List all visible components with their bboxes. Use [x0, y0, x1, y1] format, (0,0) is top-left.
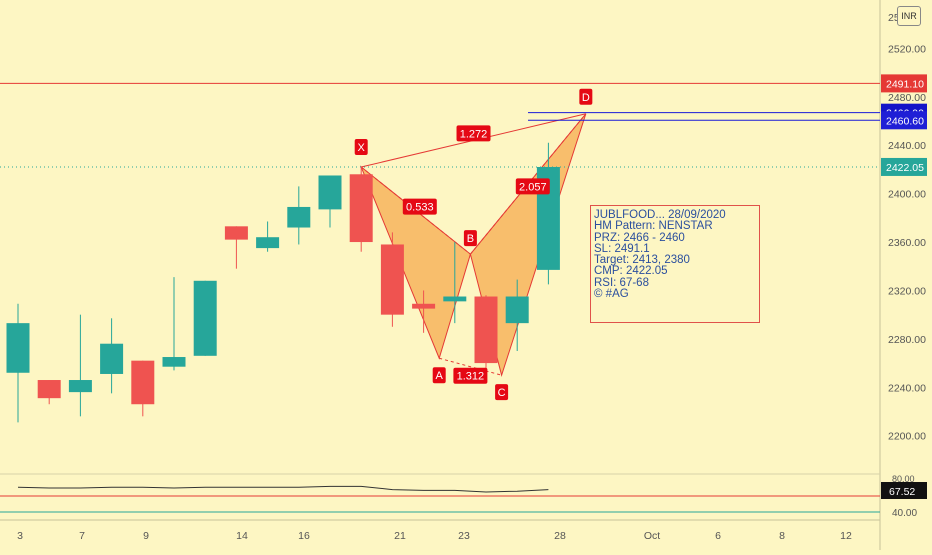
y-tick-label-partial: 25 — [888, 12, 900, 24]
price-tag-0: 2491.10 — [886, 78, 924, 90]
x-tick-label-7: 28 — [554, 530, 566, 542]
candle-body-4 — [131, 360, 155, 405]
info-line-target: Target: 2413, 2380 — [594, 254, 690, 267]
candle-body-1 — [37, 380, 61, 399]
x-tick-label-6: 23 — [458, 530, 470, 542]
y-tick-label-0: 2200.00 — [888, 431, 926, 443]
point-label-c-box — [495, 384, 509, 401]
candle-body-10 — [318, 175, 342, 210]
candle-body-6 — [193, 280, 217, 356]
x-tick-label-5: 21 — [394, 530, 406, 542]
price-tag-box-0 — [881, 74, 927, 93]
x-tick-label-10: 8 — [779, 530, 785, 542]
point-label-b-group: B — [463, 230, 477, 247]
rsi-level-label: 40.00 — [892, 508, 917, 519]
y-tick-label-2: 2280.00 — [888, 334, 926, 346]
x-tick-label-9: 6 — [715, 530, 721, 542]
x-tick-label-2: 9 — [143, 530, 149, 542]
candle-body-14 — [443, 296, 467, 302]
rsi-tag-box — [881, 482, 927, 499]
y-tick-label-5: 2400.00 — [888, 189, 926, 201]
point-label-x-group: X — [354, 139, 368, 156]
info-line-sl: SL: 2491.1 — [594, 242, 650, 255]
ratio-label-xd-box — [456, 125, 491, 142]
pattern-line-xb — [360, 166, 471, 255]
candle-body-8 — [256, 237, 280, 249]
candle-body-3 — [100, 343, 124, 374]
x-tick-label-11: 12 — [840, 530, 852, 542]
ratio-label-bd-box — [515, 178, 550, 195]
price-tag-box-3 — [881, 157, 927, 176]
candle-body-12 — [380, 244, 404, 315]
candle-body-13 — [412, 303, 436, 309]
candle-body-16 — [505, 296, 529, 324]
y-tick-label-3: 2320.00 — [888, 285, 926, 297]
point-label-d-group: D — [579, 88, 593, 105]
point-label-a-group: A — [432, 367, 446, 384]
y-tick-label-8: 2520.00 — [888, 43, 926, 55]
ratio-label-ac: 1.312 — [457, 371, 485, 383]
point-label-x-box — [354, 139, 368, 156]
x-tick-label-3: 14 — [236, 530, 248, 542]
point-label-c: C — [498, 387, 506, 399]
x-tick-label-8: Oct — [644, 530, 660, 542]
candle-body-0 — [6, 323, 30, 373]
ratio-label-xb-box — [402, 198, 437, 215]
info-line-pattern: HM Pattern: NENSTAR — [594, 220, 713, 233]
pattern-triangle-xab — [360, 165, 471, 360]
pattern-info-box: JUBLFOOD... 28/09/2020 HM Pattern: NENST… — [590, 205, 760, 323]
info-line-rsi: RSI: 67-68 — [594, 276, 649, 289]
price-tag-box-2 — [881, 111, 927, 130]
price-tag-3: 2422.05 — [886, 162, 924, 174]
price-tag-2: 2460.60 — [886, 115, 924, 127]
pattern-line-ac — [439, 357, 502, 376]
candle-body-15 — [474, 296, 498, 364]
x-tick-label-4: 16 — [298, 530, 310, 542]
ratio-label-ac-group: 1.312 — [453, 367, 488, 384]
rsi-top-partial: 80.00 — [892, 474, 915, 484]
point-label-d: D — [582, 92, 590, 104]
ratio-label-bd: 2.057 — [519, 181, 547, 193]
info-line-cmp: CMP: 2422.05 — [594, 265, 668, 278]
point-label-a-box — [432, 367, 446, 384]
point-label-a: A — [436, 370, 444, 382]
currency-badge[interactable]: INR — [897, 6, 921, 26]
x-tick-label-1: 7 — [79, 530, 85, 542]
y-tick-label-4: 2360.00 — [888, 237, 926, 249]
point-label-b: B — [467, 233, 474, 245]
rsi-line — [17, 485, 549, 493]
point-label-c-group: C — [495, 384, 509, 401]
ratio-label-xb-group: 0.533 — [402, 198, 437, 215]
candle-body-11 — [349, 174, 373, 243]
ratio-label-ac-box — [453, 367, 488, 384]
info-line-author: © #AG — [594, 288, 629, 301]
x-tick-label-0: 3 — [17, 530, 23, 542]
info-line-prz: PRZ: 2466 - 2460 — [594, 231, 685, 244]
rsi-current-label: 67.52 — [889, 486, 915, 498]
candle-body-7 — [224, 226, 248, 240]
candle-body-9 — [287, 206, 311, 228]
point-label-x: X — [358, 142, 366, 154]
info-line-symbol: JUBLFOOD... 28/09/2020 — [594, 209, 726, 221]
point-label-d-box — [579, 88, 593, 105]
ratio-label-xb: 0.533 — [406, 202, 434, 214]
point-label-b-box — [463, 230, 477, 247]
ratio-label-xd-group: 1.272 — [456, 125, 491, 142]
y-tick-label-1: 2240.00 — [888, 382, 926, 394]
candle-body-2 — [68, 380, 92, 393]
y-tick-label-6: 2440.00 — [888, 140, 926, 152]
ratio-label-bd-group: 2.057 — [515, 178, 550, 195]
candle-body-5 — [162, 357, 186, 367]
ratio-label-xd: 1.272 — [460, 128, 488, 140]
y-tick-label-7: 2480.00 — [888, 92, 926, 104]
